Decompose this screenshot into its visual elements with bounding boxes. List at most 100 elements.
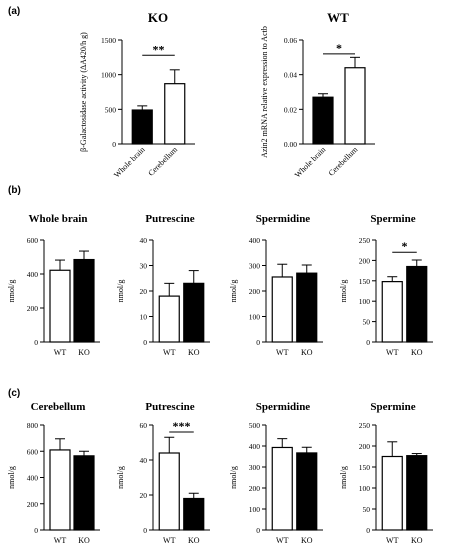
chart-title: Spermine [370,401,415,413]
chart-title: Spermidine [256,213,311,225]
bar [381,281,403,343]
bar [183,497,205,531]
y-tick-label: 150 [359,463,371,472]
y-tick-label: 100 [249,313,261,322]
chart-title: Whole brain [29,213,88,225]
y-tick-label: 250 [359,236,371,245]
chart-title: WT [327,10,349,25]
x-tick-label: KO [78,348,90,357]
y-tick-label: 40 [140,236,148,245]
y-tick-label: 200 [249,287,261,296]
y-tick-label: 250 [359,421,371,430]
bar [406,455,428,531]
y-tick-label: 100 [359,297,371,306]
chart-c-cereb: Cerebellum 0 200 400 600 800 nmol/g WT KO [7,401,100,545]
x-tick-label: Cerebellum [327,145,360,178]
y-tick-label: 0 [34,338,38,347]
y-axis-label: nmol/g [7,466,16,489]
y-tick-label: 400 [249,442,261,451]
y-tick-label: 600 [27,447,39,456]
chart-c-spm: Spermine 0 50 100 150 200 250 nmol/g WT KO [339,401,433,545]
chart-title: KO [148,10,168,25]
y-tick-label: 50 [363,505,371,514]
significance-label: * [336,41,342,55]
y-tick-label: 0.06 [284,36,297,45]
bar [164,83,186,145]
bar [271,446,293,531]
y-tick-label: 1500 [101,36,116,45]
bar [131,109,153,145]
x-tick-label: KO [411,536,423,545]
significance-label: * [402,239,408,253]
x-tick-label: KO [411,348,423,357]
panel-label-c: (c) [8,388,20,399]
x-tick-label: WT [163,348,176,357]
chart-b-put: Putrescine 0 10 20 30 40 nmol/g WT KO [116,213,210,357]
x-tick-label: KO [301,536,313,545]
y-tick-label: 300 [249,262,261,271]
chart-b-spd: Spermidine 0 100 200 300 400 nmol/g WT KO [229,213,323,357]
y-tick-label: 50 [363,318,371,327]
y-tick-label: 0 [366,526,370,535]
chart-title: Cerebellum [31,401,86,413]
chart-a-ko: KO 0 500 1000 1500 β-Galactosidase activity (… [79,10,195,180]
y-tick-label: 100 [249,505,261,514]
bar [183,282,205,343]
x-tick-label: KO [188,348,200,357]
bar [49,269,71,343]
y-tick-label: 300 [249,463,261,472]
y-tick-label: 400 [249,236,261,245]
y-tick-label: 0.04 [284,71,297,80]
panel-label-b: (b) [8,185,21,196]
chart-title: Spermidine [256,401,311,413]
y-tick-label: 200 [359,442,371,451]
chart-a-wt: WT 0.00 0.02 0.04 0.06 Azin2 mRNA relative ex… [260,10,375,180]
x-tick-label: WT [54,348,67,357]
y-tick-label: 400 [27,474,39,483]
y-tick-label: 30 [140,262,148,271]
x-tick-label: Whole brain [112,145,146,179]
chart-c-put: Putrescine 0 20 40 60 nmol/g WT KO *** [116,401,210,545]
bar [49,449,71,531]
y-tick-label: 60 [140,421,148,430]
chart-c-spd: Spermidine 0 100 200 300 400 500 nmol/g WT KO [229,401,323,545]
y-tick-label: 0.02 [284,105,297,114]
chart-title: Putrescine [145,401,194,413]
chart-b-whole: Whole brain 0 200 400 600 nmol/g WT KO [7,213,100,357]
y-tick-label: 0 [366,338,370,347]
x-tick-label: WT [276,536,289,545]
significance-label: ** [153,42,165,56]
bar [296,452,318,531]
y-tick-label: 200 [27,500,39,509]
bar [344,67,366,145]
y-tick-label: 100 [359,484,371,493]
panel-label-a: (a) [8,6,20,17]
y-tick-label: 150 [359,277,371,286]
bar [158,295,180,343]
y-tick-label: 10 [140,313,148,322]
y-tick-label: 0 [143,526,147,535]
y-axis-label: nmol/g [229,466,238,489]
x-tick-label: KO [78,536,90,545]
significance-label: *** [173,419,191,433]
bar [406,265,428,343]
chart-b-spm: Spermine 0 50 100 150 200 250 nmol/g WT KO * [339,213,433,357]
x-tick-label: WT [163,536,176,545]
x-tick-label: Whole brain [293,145,327,179]
chart-title: Putrescine [145,213,194,225]
bar [271,276,293,343]
bar [296,272,318,343]
y-axis-label: nmol/g [339,280,348,303]
y-axis-label: nmol/g [116,466,125,489]
x-tick-label: KO [188,536,200,545]
y-tick-label: 0.00 [284,140,297,149]
y-tick-label: 600 [27,236,39,245]
y-tick-label: 0 [112,140,116,149]
y-tick-label: 800 [27,421,39,430]
bar [312,96,334,145]
bar [158,452,180,531]
y-tick-label: 500 [249,421,261,430]
y-tick-label: 500 [105,105,117,114]
bar [73,258,95,343]
